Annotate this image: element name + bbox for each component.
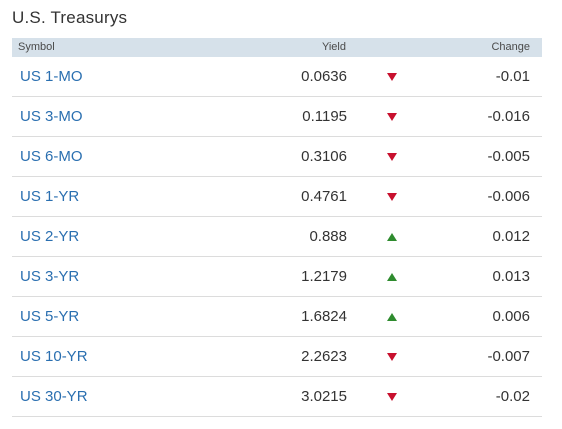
- yield-value: 0.3106: [301, 148, 347, 165]
- widget-title: U.S. Treasurys: [12, 8, 128, 27]
- arrow-down-icon: [387, 377, 399, 416]
- yield-value: 1.6824: [301, 308, 347, 325]
- table-row: US 30-YR 3.0215 -0.02: [12, 377, 542, 417]
- arrow-down-icon: [387, 177, 399, 216]
- yield-value: 2.2623: [301, 348, 347, 365]
- change-value: -0.005: [487, 148, 530, 165]
- symbol-link[interactable]: US 1-MO: [20, 68, 83, 85]
- yield-value: 0.0636: [301, 68, 347, 85]
- column-header-change: Change: [491, 41, 530, 53]
- yield-value: 1.2179: [301, 268, 347, 285]
- yield-value: 0.1195: [302, 108, 347, 125]
- change-value: -0.016: [487, 108, 530, 125]
- symbol-link[interactable]: US 6-MO: [20, 148, 83, 165]
- yield-value: 0.4761: [301, 188, 347, 205]
- column-header-yield: Yield: [321, 41, 346, 53]
- symbol-link[interactable]: US 1-YR: [20, 188, 80, 205]
- table-header: Symbol Yield Change: [12, 38, 542, 57]
- change-value: -0.007: [487, 348, 530, 365]
- change-value: 0.012: [492, 228, 530, 245]
- treasurys-widget: U.S. Treasurys Symbol Yield Change US 1-…: [12, 0, 542, 417]
- column-header-symbol: Symbol: [18, 41, 55, 53]
- arrow-down-icon: [387, 97, 399, 136]
- arrow-up-icon: [387, 217, 399, 256]
- arrow-up-icon: [387, 257, 399, 296]
- symbol-link[interactable]: US 5-YR: [20, 308, 80, 325]
- table-row: US 1-YR 0.4761 -0.006: [12, 177, 542, 217]
- symbol-link[interactable]: US 3-YR: [20, 268, 80, 285]
- change-value: 0.006: [492, 308, 530, 325]
- change-value: 0.013: [492, 268, 530, 285]
- table-row: US 6-MO 0.3106 -0.005: [12, 137, 542, 177]
- table-row: US 1-MO 0.0636 -0.01: [12, 57, 542, 97]
- arrow-down-icon: [387, 137, 399, 176]
- table-body: US 1-MO 0.0636 -0.01 US 3-MO 0.1195 -0.016 US …: [12, 57, 542, 417]
- arrow-down-icon: [387, 57, 399, 96]
- arrow-down-icon: [387, 337, 399, 376]
- symbol-link[interactable]: US 30-YR: [20, 388, 88, 405]
- symbol-link[interactable]: US 2-YR: [20, 228, 80, 245]
- table-row: US 5-YR 1.6824 0.006: [12, 297, 542, 337]
- table-row: US 2-YR 0.888 0.012: [12, 217, 542, 257]
- table-row: US 10-YR 2.2623 -0.007: [12, 337, 542, 377]
- change-value: -0.01: [495, 68, 530, 85]
- table-row: US 3-YR 1.2179 0.013: [12, 257, 542, 297]
- arrow-up-icon: [387, 297, 399, 336]
- yield-value: 3.0215: [301, 388, 347, 405]
- change-value: -0.006: [487, 188, 530, 205]
- table-row: US 3-MO 0.1195 -0.016: [12, 97, 542, 137]
- change-value: -0.02: [495, 388, 530, 405]
- symbol-link[interactable]: US 10-YR: [20, 348, 88, 365]
- symbol-link[interactable]: US 3-MO: [20, 108, 83, 125]
- yield-value: 0.888: [309, 228, 347, 245]
